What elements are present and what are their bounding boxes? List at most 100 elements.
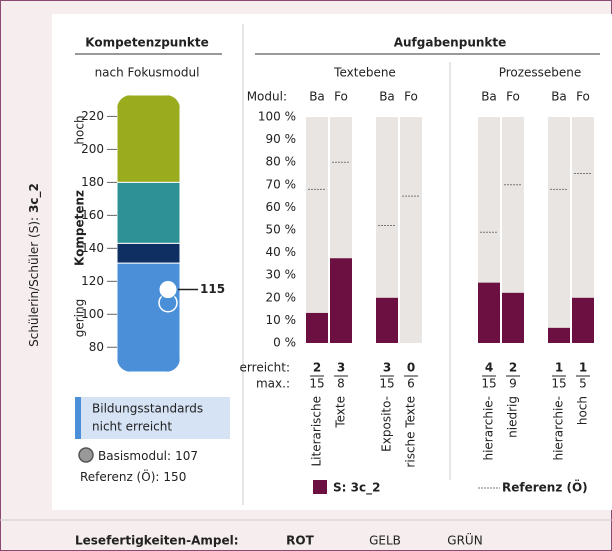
reached-value: 2: [509, 361, 517, 375]
bar: [572, 297, 594, 343]
bar-track: [376, 117, 398, 343]
competence-subtitle: nach Fokusmodul: [95, 66, 200, 80]
bar-track: [548, 117, 570, 343]
bar: [548, 327, 570, 343]
reached-value: 1: [579, 361, 587, 375]
category-label: Texte: [334, 396, 348, 429]
legend-reference: Referenz (Ö): [502, 480, 588, 495]
module-label: Fo: [576, 90, 590, 104]
module-label: Fo: [404, 90, 418, 104]
category-label: hoch: [576, 396, 590, 425]
group-label: Prozessebene: [499, 66, 582, 80]
band: [117, 181, 180, 244]
value-label: 115: [200, 282, 225, 296]
legend-swatch: [313, 480, 327, 494]
max-value: 9: [509, 377, 517, 391]
standards-text: Bildungsstandards: [92, 402, 203, 416]
max-label: max.:: [256, 377, 290, 391]
bar: [502, 292, 524, 343]
y-tick-label: 50 %: [266, 223, 297, 237]
thermometer: [117, 95, 180, 372]
basis-legend-label: Basismodul:: [98, 449, 171, 463]
reached-value: 1: [555, 361, 563, 375]
max-value: 15: [309, 377, 324, 391]
y-tick-label: 0 %: [273, 336, 296, 350]
module-label: Ba: [481, 90, 497, 104]
module-label: Ba: [379, 90, 395, 104]
low-label: gering: [73, 299, 87, 338]
y-tick-label: 160: [81, 208, 104, 222]
competence-title: Kompetenzpunkte: [85, 36, 209, 50]
student-id: 3c_2: [27, 183, 42, 213]
y-tick-label: 40 %: [266, 245, 297, 259]
reference-legend: Referenz (Ö): 150: [80, 468, 186, 484]
max-value: 5: [579, 377, 587, 391]
traffic-light: GELB: [369, 534, 401, 548]
category-label: hierarchie-: [482, 396, 496, 461]
band: [117, 95, 180, 183]
category-label: hierarchie-: [552, 396, 566, 461]
footer-label: Lesefertigkeiten-Ampel:: [75, 534, 239, 548]
reached-value: 0: [407, 361, 415, 375]
module-label: Ba: [309, 90, 325, 104]
module-label: Fo: [334, 90, 348, 104]
bar: [306, 312, 328, 343]
student-marker: [158, 280, 178, 300]
modul-label: Modul:: [247, 90, 287, 104]
band: [117, 262, 180, 372]
category-label: Literarische: [310, 396, 324, 467]
y-tick-label: 140: [81, 241, 104, 255]
legend-student: S: 3c_2: [333, 481, 380, 496]
bar-track: [502, 117, 524, 343]
bar: [330, 258, 352, 343]
y-tick-label: 60 %: [266, 200, 297, 214]
bar: [478, 282, 500, 343]
axis-label: Kompetenz: [73, 190, 87, 266]
y-tick-label: 120: [81, 274, 104, 288]
y-tick-label: 30 %: [266, 268, 297, 282]
reached-value: 2: [313, 361, 321, 375]
high-label: hoch: [73, 115, 87, 144]
traffic-light: ROT: [286, 534, 314, 548]
basis-legend-value: 107: [175, 449, 198, 463]
side-label-text: Schülerin/Schüler (S):: [27, 217, 41, 347]
reached-value: 3: [383, 361, 391, 375]
module-label: Ba: [551, 90, 567, 104]
category-label: Exposito-: [380, 396, 394, 452]
category-label: niedrig: [506, 396, 520, 438]
y-tick-label: 70 %: [266, 177, 297, 191]
max-value: 15: [481, 377, 496, 391]
bar: [376, 297, 398, 343]
max-value: 15: [551, 377, 566, 391]
y-tick-label: 90 %: [266, 132, 297, 146]
standards-bar: [75, 397, 81, 439]
category-label: rische Texte: [404, 396, 418, 468]
traffic-light: GRÜN: [447, 532, 482, 548]
y-tick-label: 10 %: [266, 313, 297, 327]
y-tick-label: 100: [81, 307, 104, 321]
reference-legend-value: 150: [163, 470, 186, 484]
side-label: Schülerin/Schüler (S): 3c_2: [27, 183, 42, 347]
y-tick-label: 180: [81, 175, 104, 189]
y-tick-label: 220: [81, 109, 104, 123]
max-value: 6: [407, 377, 415, 391]
band: [117, 242, 180, 264]
y-tick-label: 80: [89, 340, 104, 354]
reached-value: 3: [337, 361, 345, 375]
basis-icon: [78, 447, 94, 463]
reference-legend-label: Referenz (Ö):: [80, 468, 159, 484]
basis-legend: Basismodul: 107: [98, 449, 198, 463]
reached-value: 4: [485, 361, 493, 375]
module-label: Fo: [506, 90, 520, 104]
y-tick-label: 200: [81, 142, 104, 156]
bar-track: [400, 117, 422, 343]
y-tick-label: 100 %: [258, 110, 296, 124]
tasks-title: Aufgabenpunkte: [394, 36, 507, 50]
max-value: 15: [379, 377, 394, 391]
group-label: Textebene: [333, 66, 396, 80]
max-value: 8: [337, 377, 345, 391]
bar-track: [306, 117, 328, 343]
standards-box: [75, 397, 230, 439]
standards-text: nicht erreicht: [92, 420, 172, 434]
